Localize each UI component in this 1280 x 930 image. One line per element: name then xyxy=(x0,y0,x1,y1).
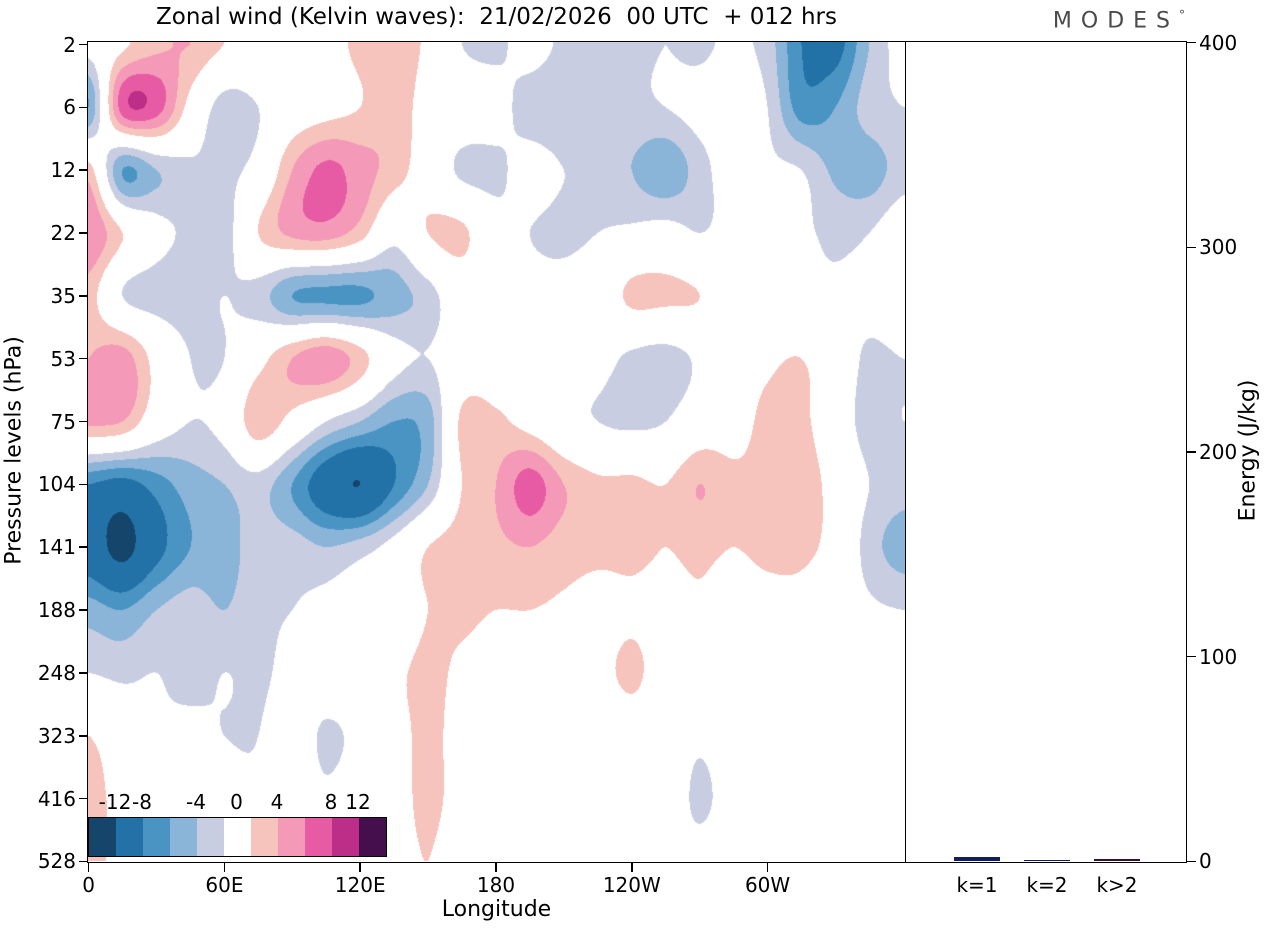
energy-panel xyxy=(905,41,1187,863)
colorbar-swatch xyxy=(305,818,332,856)
contour-plot xyxy=(87,41,907,863)
y-tick-label: 416 xyxy=(37,786,76,811)
colorbar-swatch xyxy=(332,818,359,856)
y-tick-label: 104 xyxy=(37,472,76,497)
colorbar-swatch xyxy=(251,818,278,856)
y-tick-label: 6 xyxy=(63,95,76,120)
colorbar-tick-label: 0 xyxy=(230,790,243,814)
energy-tick-mark xyxy=(1187,655,1196,658)
modes-logo-text: MODES xyxy=(1052,8,1179,34)
colorbar-tick-label: -4 xyxy=(186,790,206,814)
colorbar-swatch xyxy=(197,818,224,856)
energy-tick-mark xyxy=(1187,41,1196,44)
colorbar-swatch xyxy=(359,818,386,856)
y-tick-label: 528 xyxy=(37,849,76,874)
y-tick-mark xyxy=(79,357,88,360)
energy-tick-label: 400 xyxy=(1199,30,1238,55)
colorbar-tick-label: -8 xyxy=(132,790,152,814)
y-tick-mark xyxy=(79,169,88,171)
y-tick-mark xyxy=(79,232,88,234)
chart-title: Zonal wind (Kelvin waves): 21/02/2026 00… xyxy=(155,4,837,30)
x-tick-mark xyxy=(359,863,361,872)
x-tick-label: 60W xyxy=(744,873,791,897)
colorbar-swatch xyxy=(170,818,197,856)
y-tick-label: 75 xyxy=(50,409,76,434)
x-tick-mark xyxy=(631,863,633,872)
modes-logo: MODES° xyxy=(960,8,1185,33)
energy-bar xyxy=(1024,860,1070,862)
x-tick-mark xyxy=(223,863,226,872)
x-tick-label: 120W xyxy=(602,873,661,897)
y-tick-label: 188 xyxy=(37,598,76,623)
y-tick-mark xyxy=(79,797,88,800)
colorbar xyxy=(88,817,387,857)
colorbar-tick-label: 12 xyxy=(345,790,371,814)
x-tick-mark xyxy=(495,863,497,872)
energy-tick-label: 0 xyxy=(1199,849,1212,874)
contour-canvas xyxy=(88,42,905,861)
y-tick-mark xyxy=(79,43,88,46)
y-tick-mark xyxy=(79,672,88,674)
y-tick-label: 141 xyxy=(37,535,76,560)
energy-tick-mark xyxy=(1187,860,1196,863)
colorbar-swatch xyxy=(278,818,305,856)
colorbar-swatch xyxy=(89,818,116,856)
x-tick-mark xyxy=(87,863,90,872)
y-tick-mark xyxy=(79,546,88,548)
bar-category-label: k=2 xyxy=(1026,873,1068,897)
energy-tick-label: 300 xyxy=(1199,235,1238,260)
y-tick-mark xyxy=(79,860,88,863)
bar-category-label: k=1 xyxy=(956,873,998,897)
energy-tick-mark xyxy=(1187,451,1196,453)
energy-tick-label: 100 xyxy=(1199,644,1238,669)
colorbar-swatch xyxy=(224,818,251,856)
y-tick-mark xyxy=(79,483,88,486)
x-tick-label: 180 xyxy=(476,873,516,897)
y-tick-label: 22 xyxy=(50,221,76,245)
colorbar-tick-label: 8 xyxy=(324,790,338,814)
x-tick-label: 0 xyxy=(82,873,95,897)
x-tick-label: 120E xyxy=(334,873,386,897)
y-tick-label: 323 xyxy=(37,723,76,748)
colorbar-tick-label: 4 xyxy=(270,790,284,814)
y-tick-label: 35 xyxy=(50,283,76,308)
x-tick-label: 60E xyxy=(205,873,244,897)
y-tick-label: 248 xyxy=(37,660,76,685)
colorbar-swatch xyxy=(143,818,170,856)
y-axis-label: Pressure levels (hPa) xyxy=(1,336,27,565)
x-axis-label: Longitude xyxy=(441,897,552,922)
modes-degree-mark: ° xyxy=(1179,8,1185,22)
x-tick-mark xyxy=(766,863,769,872)
energy-tick-label: 200 xyxy=(1199,440,1238,464)
energy-bar xyxy=(954,857,1000,862)
colorbar-tick-label: -12 xyxy=(98,790,132,814)
bar-category-label: k>2 xyxy=(1096,873,1138,897)
y-tick-mark xyxy=(79,609,88,611)
y-tick-label: 2 xyxy=(63,32,76,57)
y-tick-mark xyxy=(79,420,88,423)
y-tick-label: 53 xyxy=(50,346,76,371)
colorbar-swatch xyxy=(116,818,143,856)
y-tick-mark xyxy=(79,106,88,109)
y-tick-mark xyxy=(79,295,88,297)
energy-tick-mark xyxy=(1187,246,1196,249)
y-tick-mark xyxy=(79,734,88,737)
energy-bar xyxy=(1094,859,1140,862)
y-tick-label: 12 xyxy=(50,158,76,183)
